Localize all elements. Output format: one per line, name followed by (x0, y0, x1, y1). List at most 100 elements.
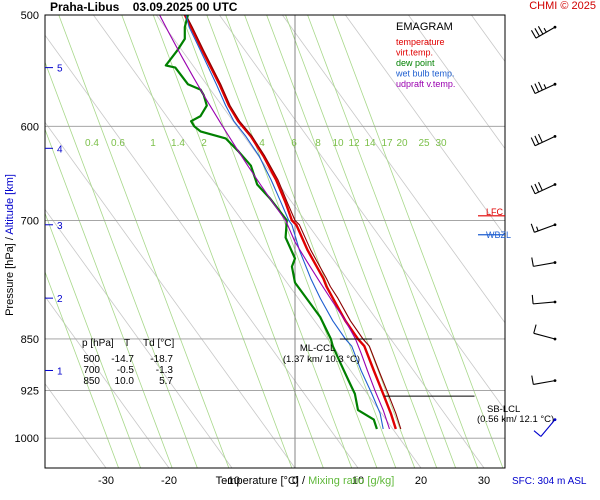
dry-adiabat-line (45, 34, 359, 468)
wind-barb (530, 81, 557, 94)
table-cell: 5.7 (159, 376, 173, 387)
mixing-ratio-label: 20 (396, 138, 408, 149)
mixing-ratio-label: 1.4 (171, 138, 185, 149)
mixing-ratio-line (45, 212, 142, 468)
table-cell: 700 (83, 365, 100, 376)
mixing-ratio-label: 17 (381, 138, 393, 149)
mixing-ratio-label: 2 (201, 138, 207, 149)
altitude-tick-label: 4 (57, 144, 63, 155)
mixing-ratio-line (152, 15, 324, 468)
wind-barb-flag (537, 26, 544, 35)
wind-barb-flag (534, 83, 540, 93)
wind-barb-base (553, 418, 557, 422)
dry-adiabat-line (45, 208, 233, 468)
wind-barb (530, 25, 557, 39)
profile-udpraft-v-temp (159, 15, 391, 430)
plot-area (45, 15, 505, 468)
temperature-tick-label: -10 (224, 475, 240, 487)
mixing-ratio-line (58, 15, 230, 468)
wind-barb (531, 375, 557, 385)
y-axis-label-pressure: Pressure [hPa] / (4, 235, 16, 316)
wind-barb-flag (533, 324, 537, 334)
wind-barb-base (553, 300, 557, 304)
dry-adiabat-line (45, 295, 170, 468)
wind-barb-staff (533, 380, 556, 385)
legend-entry: virt.temp. (396, 48, 433, 58)
wind-barb-flag (538, 81, 543, 91)
wind-barb-staff (534, 184, 556, 195)
wind-barb-base (553, 183, 557, 186)
mixing-ratio-line (45, 61, 198, 468)
mixing-ratio-line (332, 15, 504, 468)
y-axis-label: Pressure [hPa] / Altitude [km] (4, 174, 16, 316)
mixing-ratio-line (45, 128, 173, 468)
station-datetime: 03.09.2025 00 UTC (132, 0, 238, 14)
mixing-ratio-label: 0.6 (111, 138, 125, 149)
x-axis-label-mixing: Mixing ratio [g/kg] (308, 475, 394, 487)
mixing-ratio-label: 30 (435, 138, 447, 149)
mixing-ratio-label: 12 (348, 138, 360, 149)
temperature-tick-label: 20 (415, 475, 427, 487)
pressure-tick-label: 850 (21, 334, 39, 346)
mixing-ratio-label: 25 (418, 138, 430, 149)
wind-barb-base (553, 261, 557, 264)
wind-barb-flag (533, 430, 542, 437)
wind-barb-flag (530, 223, 535, 233)
y-axis-label-altitude: Altitude [km] (4, 174, 16, 235)
wind-barb-flag (531, 257, 534, 267)
temperature-tick-label: -20 (161, 475, 177, 487)
mixing-ratio-line (45, 270, 119, 468)
dry-adiabat-line (471, 15, 505, 63)
temperature-tick-label: -30 (98, 475, 114, 487)
temperature-tick-label: 10 (352, 475, 364, 487)
wind-barb (530, 223, 557, 233)
wind-barb-staff (533, 301, 556, 305)
wind-barb-staff (533, 332, 556, 340)
pressure-tick-label: 700 (21, 215, 39, 227)
dry-adiabat-line (45, 121, 296, 468)
wind-barb (530, 182, 557, 195)
wind-barb-flag (538, 133, 543, 143)
wind-barb-flag (530, 30, 537, 39)
wind-barb-base (553, 379, 557, 383)
profile-dew-point (164, 15, 378, 430)
table-header: Td [°C] (143, 338, 174, 349)
surface-label: SFC: 304 m ASL (512, 476, 587, 487)
wind-barb (530, 133, 557, 147)
table-header: T (124, 338, 130, 349)
mixing-ratio-line (307, 15, 479, 468)
altitude-tick-label: 5 (57, 64, 63, 75)
wind-barb-flag (530, 185, 536, 195)
wind-barb-flag (534, 183, 540, 193)
mixing-ratio-label: 14 (364, 138, 376, 149)
dry-adiabat-line (282, 15, 505, 324)
dry-adiabat-line (345, 15, 505, 237)
profile-virt-temp (185, 15, 402, 430)
wind-barb-staff (533, 262, 556, 267)
x-axis-label-temperature: Temperature [°C] / (216, 475, 308, 487)
table-cell: -1.3 (156, 365, 174, 376)
table-cell: -0.5 (117, 365, 135, 376)
altitude-tick-label: 1 (57, 366, 63, 377)
x-axis-label: Temperature [°C] / Mixing ratio [g/kg] (216, 475, 395, 487)
mixing-ratio-label: 0.4 (85, 138, 99, 149)
wind-barb-flag (531, 294, 534, 304)
temperature-tick-label: 0 (292, 475, 298, 487)
wind-barb-base (553, 25, 557, 29)
table-cell: -18.7 (150, 354, 173, 365)
legend-title: EMAGRAM (396, 21, 453, 33)
table-cell: 850 (83, 376, 100, 387)
mixing-ratio-label: 6 (291, 138, 297, 149)
pressure-tick-label: 600 (21, 121, 39, 133)
dry-adiabat-line (408, 15, 505, 150)
station-name: Praha-Libus (50, 0, 120, 14)
wind-barb (531, 257, 557, 267)
legend-entry: dew point (396, 58, 435, 68)
wind-barb (533, 418, 557, 437)
copyright: CHMI © 2025 (529, 0, 596, 12)
wind-barb-base (553, 82, 557, 86)
legend-entry: wet bulb temp. (395, 69, 455, 79)
mixing-ratio-label: 8 (315, 138, 321, 149)
